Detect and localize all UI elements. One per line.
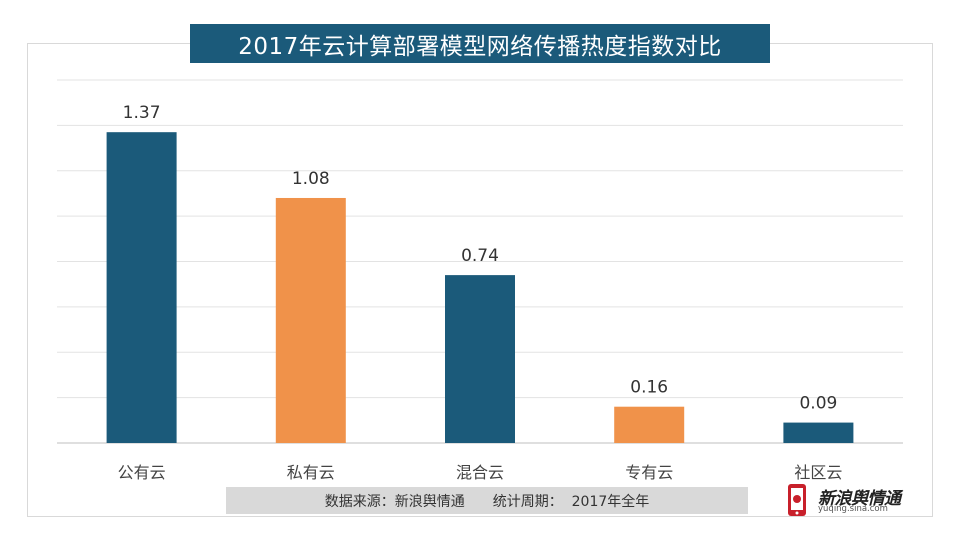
bars bbox=[106, 132, 854, 443]
value-label-0: 1.37 bbox=[123, 103, 161, 123]
bar-3 bbox=[614, 406, 685, 443]
value-label-4: 0.09 bbox=[799, 394, 837, 414]
bar-0 bbox=[106, 132, 177, 443]
chart-title: 2017年云计算部署模型网络传播热度指数对比 bbox=[190, 24, 770, 63]
value-label-3: 0.16 bbox=[630, 378, 668, 398]
category-label-2: 混合云 bbox=[456, 463, 504, 482]
category-label-1: 私有云 bbox=[287, 463, 335, 482]
value-label-2: 0.74 bbox=[461, 246, 499, 266]
bar-1 bbox=[275, 197, 346, 443]
logo-name: 新浪舆情通 bbox=[818, 489, 901, 509]
category-label-4: 社区云 bbox=[794, 463, 842, 482]
value-label-1: 1.08 bbox=[292, 169, 330, 189]
bar-4 bbox=[783, 422, 854, 443]
data-period-text: 统计周期： 2017年全年 bbox=[492, 493, 650, 510]
category-labels: 公有云 私有云 混合云 专有云 社区云 bbox=[118, 463, 843, 482]
data-source-bar: 数据来源：新浪舆情通 统计周期： 2017年全年 bbox=[226, 487, 748, 514]
bar-2 bbox=[445, 275, 515, 443]
logo-url: yuqing.sina.com bbox=[818, 504, 888, 514]
sina-logo-icon bbox=[788, 484, 806, 516]
category-label-3: 专有云 bbox=[625, 463, 673, 482]
category-label-0: 公有云 bbox=[118, 463, 166, 482]
value-labels: 1.37 1.08 0.74 0.16 0.09 bbox=[123, 103, 838, 413]
data-source-text: 数据来源：新浪舆情通 bbox=[324, 493, 465, 510]
